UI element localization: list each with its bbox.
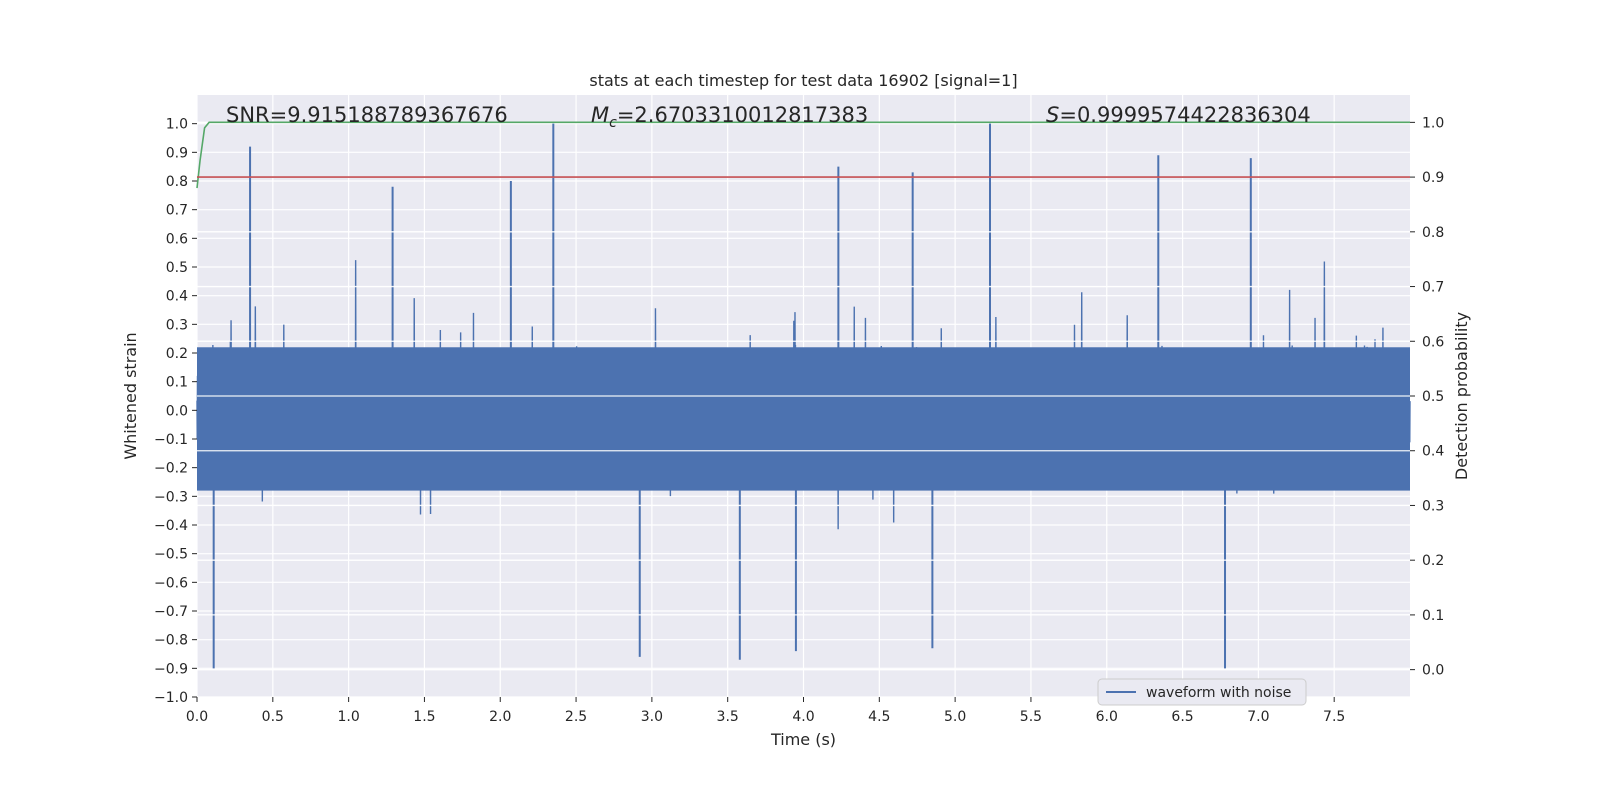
series-waveform-with-noise xyxy=(196,121,1411,671)
x-axis: 0.0 0.5 1.0 1.5 2.0 2.5 3.0 3.5 4.0 4.5 5.0 5.5 6.0 6… xyxy=(186,697,1345,725)
y-tick-label: 0.0 xyxy=(166,403,188,419)
annotation-mc-symbol: M xyxy=(591,103,609,127)
y-axis-right-label: Detection probability xyxy=(1452,312,1471,480)
y-right-tick-label: 0.3 xyxy=(1422,498,1444,514)
y-tick-label: −0.4 xyxy=(154,518,188,534)
y-tick-label: −0.1 xyxy=(154,432,188,448)
annotation-mc-subscript: c xyxy=(609,115,617,131)
x-tick-label: 6.5 xyxy=(1171,709,1193,725)
y-right-tick-label: 0.2 xyxy=(1422,553,1444,569)
y-right-tick-label: 0.9 xyxy=(1422,170,1444,186)
x-tick-label: 0.5 xyxy=(262,709,284,725)
annotation-score: S=0.9999574422836304 xyxy=(1046,103,1311,127)
annotation-chirp-mass: Mc=2.6703310012817383 xyxy=(591,103,868,131)
y-tick-label: 0.4 xyxy=(166,289,188,305)
y-tick-label: 0.8 xyxy=(166,174,188,190)
y-tick-label: 0.2 xyxy=(166,346,188,362)
annotation-snr: SNR=9.915188789367676 xyxy=(226,103,508,127)
annotation-s-symbol: S xyxy=(1046,103,1059,127)
y-right-tick-label: 0.5 xyxy=(1422,389,1444,405)
y-tick-label: −0.3 xyxy=(154,489,188,505)
chart-title: stats at each timestep for test data 169… xyxy=(589,71,1017,90)
x-tick-label: 5.0 xyxy=(944,709,966,725)
y-tick-label: 0.6 xyxy=(166,231,188,247)
x-tick-label: 2.0 xyxy=(489,709,511,725)
y-tick-label: −0.8 xyxy=(154,633,188,649)
y-right-tick-label: 0.1 xyxy=(1422,608,1444,624)
y-right-tick-label: 1.0 xyxy=(1422,115,1444,131)
y-tick-label: −0.2 xyxy=(154,461,188,477)
y-tick-label: 0.9 xyxy=(166,145,188,161)
y-tick-label: 0.1 xyxy=(166,375,188,391)
y-tick-label: 1.0 xyxy=(166,117,188,133)
y-right-tick-label: 0.7 xyxy=(1422,280,1444,296)
y-tick-label: −0.6 xyxy=(154,575,188,591)
x-tick-label: 4.5 xyxy=(868,709,890,725)
y-axis-label: Whitened strain xyxy=(121,332,140,459)
x-tick-label: 1.0 xyxy=(337,709,359,725)
x-tick-label: 1.5 xyxy=(413,709,435,725)
annotation-s-value: =0.9999574422836304 xyxy=(1059,103,1310,127)
legend: waveform with noise xyxy=(1097,678,1307,706)
x-tick-label: 0.0 xyxy=(186,709,208,725)
annotation-mc-value: =2.6703310012817383 xyxy=(617,103,868,127)
x-tick-label: 6.0 xyxy=(1096,709,1118,725)
y-tick-label: −1.0 xyxy=(154,690,188,706)
x-tick-label: 3.0 xyxy=(641,709,663,725)
x-tick-label: 4.0 xyxy=(792,709,814,725)
waveform-core-band xyxy=(197,347,1410,491)
y-tick-label: −0.9 xyxy=(154,661,188,677)
y-axis-left: −1.0 −0.9 −0.8 −0.7 −0.6 −0.5 −0.4 −0.3 −0.2 −0.1… xyxy=(154,117,197,706)
x-tick-label: 2.5 xyxy=(565,709,587,725)
y-tick-label: 0.5 xyxy=(166,260,188,276)
x-tick-label: 7.5 xyxy=(1323,709,1345,725)
y-tick-label: 0.3 xyxy=(166,317,188,333)
y-axis-right: 0.0 0.1 0.2 0.3 0.4 0.5 0.6 0.7 0.8 0.9 1.0 xyxy=(1410,115,1444,679)
y-right-tick-label: 0.4 xyxy=(1422,444,1444,460)
x-axis-label: Time (s) xyxy=(770,730,836,749)
detection-probability-line xyxy=(196,121,1410,189)
legend-box xyxy=(1097,678,1307,706)
x-tick-label: 7.0 xyxy=(1247,709,1269,725)
probability-lines xyxy=(196,121,1410,189)
y-right-tick-label: 0.0 xyxy=(1422,663,1444,679)
y-tick-label: −0.5 xyxy=(154,547,188,563)
y-tick-label: −0.7 xyxy=(154,604,188,620)
y-right-tick-label: 0.6 xyxy=(1422,334,1444,350)
legend-entry-waveform: waveform with noise xyxy=(1146,685,1291,701)
y-right-tick-label: 0.8 xyxy=(1422,225,1444,241)
x-tick-label: 5.5 xyxy=(1020,709,1042,725)
y-tick-label: 0.7 xyxy=(166,203,188,219)
x-tick-label: 3.5 xyxy=(717,709,739,725)
